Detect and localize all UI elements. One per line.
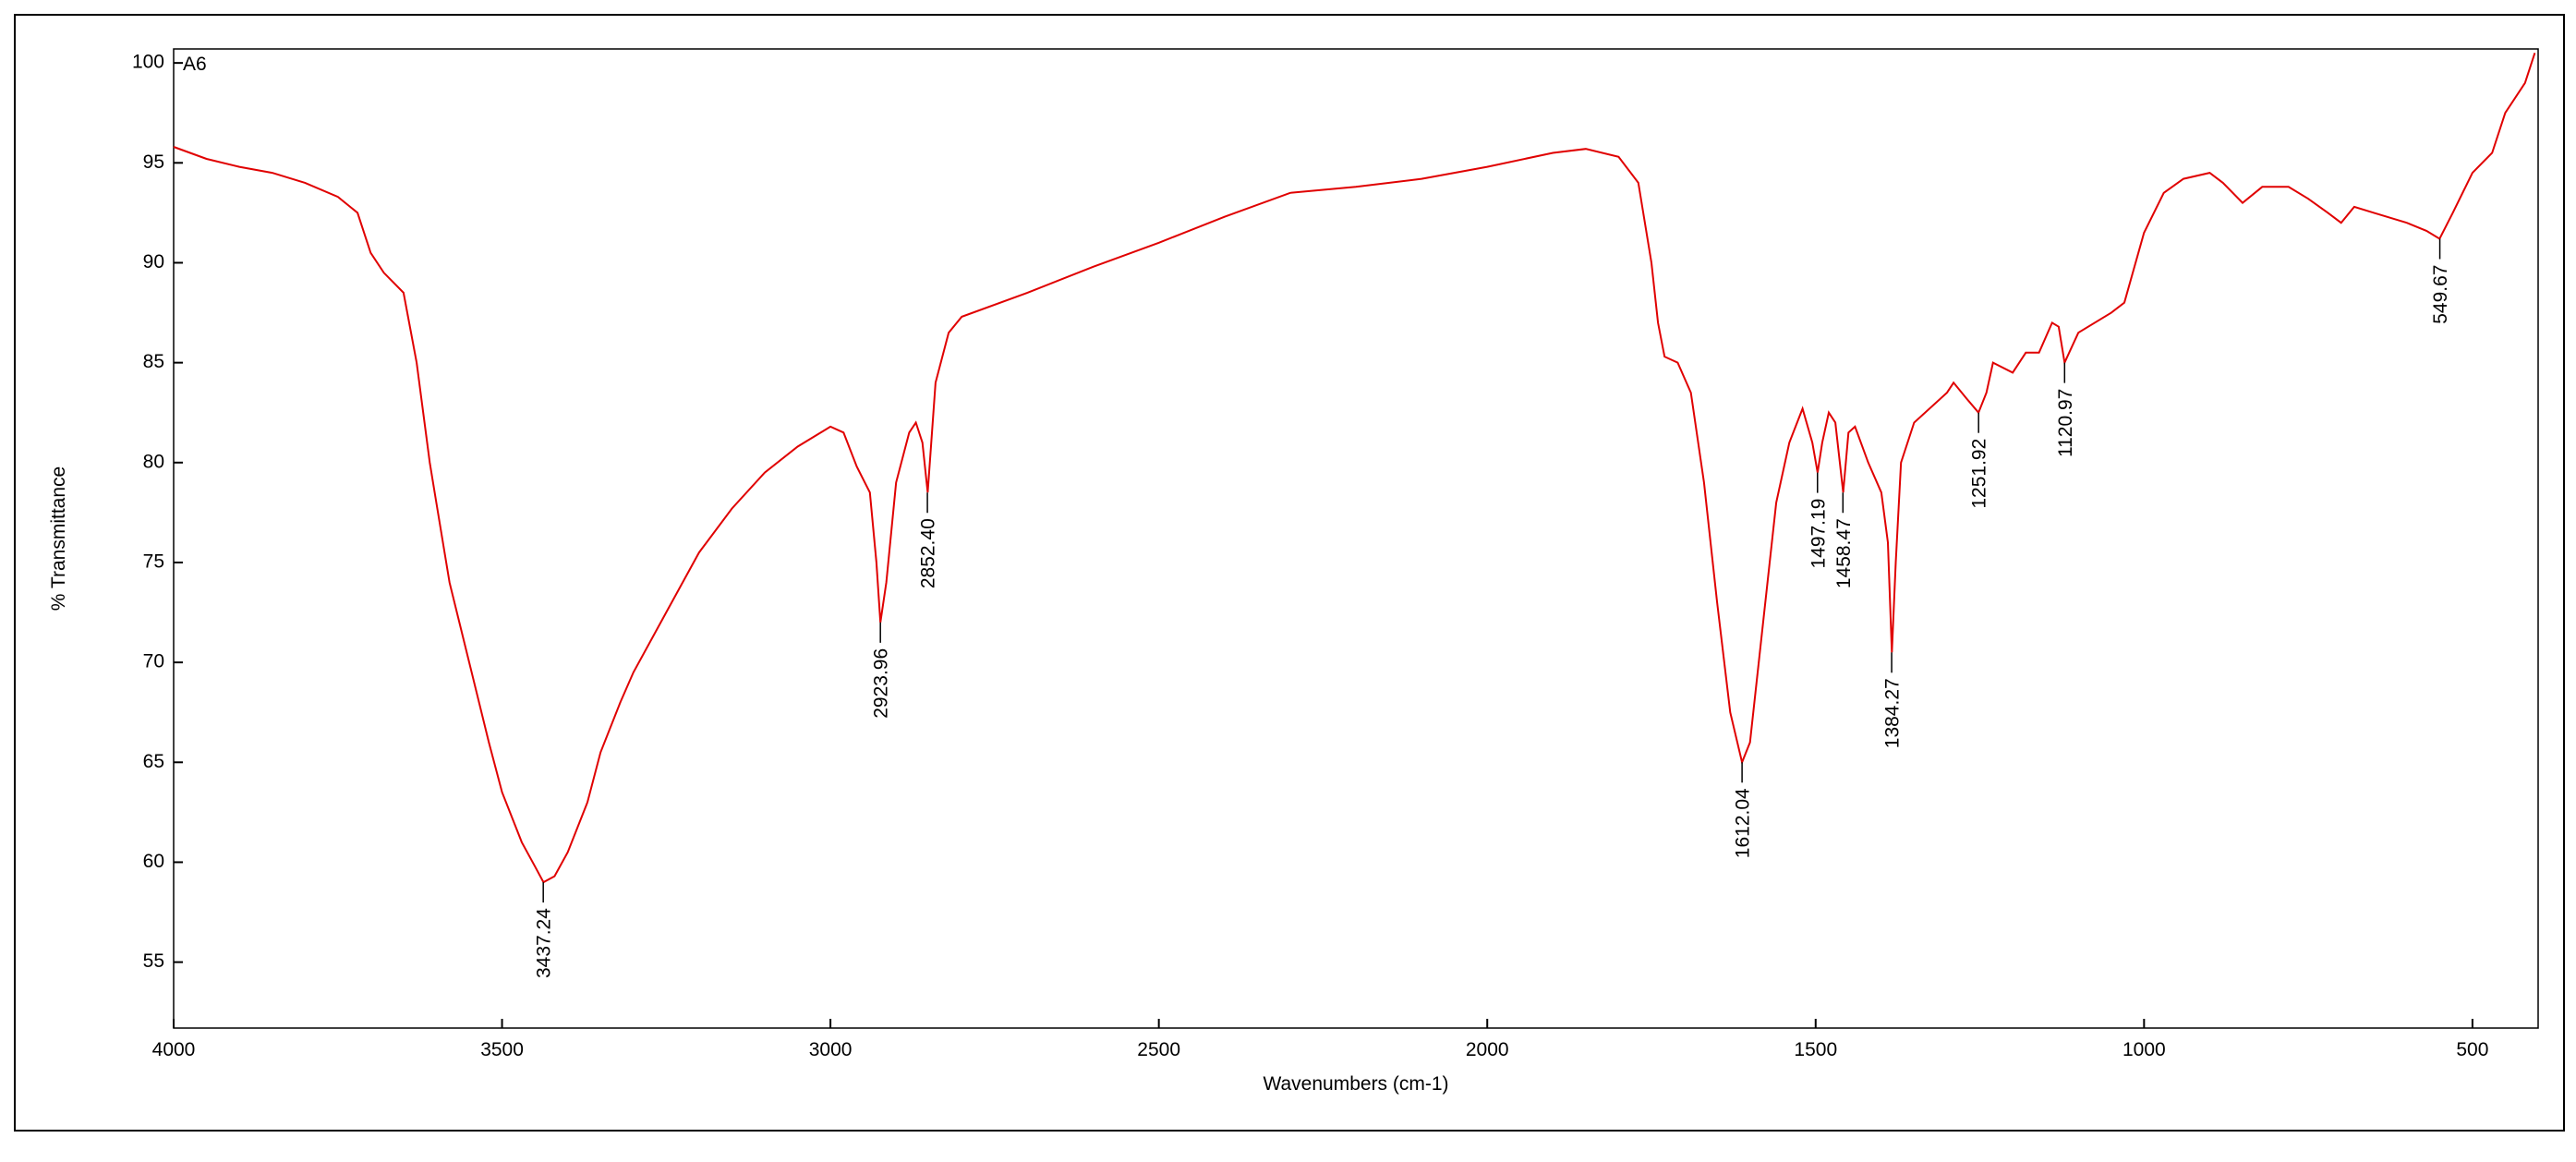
peak-label: 1384.27 [1882, 678, 1904, 748]
x-tick-label: 2500 [1137, 1039, 1180, 1060]
y-tick-label: 95 [143, 151, 164, 173]
frame [14, 14, 2565, 1132]
x-tick-label: 3000 [809, 1039, 853, 1060]
x-tick-label: 2000 [1466, 1039, 1509, 1060]
peak-label: 1612.04 [1733, 788, 1754, 858]
y-tick-label: 100 [132, 52, 164, 73]
y-axis-label: % Transmittance [48, 466, 69, 611]
peak-label: 2852.40 [918, 518, 939, 588]
plot-area [173, 48, 2539, 1029]
y-tick-label: 65 [143, 751, 164, 772]
x-tick-label: 1000 [2122, 1039, 2166, 1060]
y-tick-label: 80 [143, 451, 164, 472]
spectrum-line [173, 52, 2536, 884]
x-tick-label: 3500 [480, 1039, 524, 1060]
peak-label: 549.67 [2430, 265, 2451, 324]
peak-label: 3437.24 [534, 908, 555, 978]
x-axis-label: Wavenumbers (cm-1) [1263, 1073, 1448, 1095]
series-label: A6 [183, 54, 207, 75]
x-tick-label: 4000 [152, 1039, 196, 1060]
x-tick-label: 500 [2456, 1039, 2488, 1060]
y-tick-label: 90 [143, 251, 164, 272]
y-tick-label: 60 [143, 851, 164, 872]
peak-label: 1251.92 [1969, 439, 1990, 509]
y-tick-label: 70 [143, 651, 164, 672]
y-tick-label: 85 [143, 351, 164, 372]
peak-label: 1497.19 [1808, 499, 1829, 569]
x-tick-label: 1500 [1794, 1039, 1837, 1060]
y-tick-label: 55 [143, 950, 164, 972]
y-tick-label: 75 [143, 551, 164, 573]
peak-label: 1458.47 [1833, 518, 1855, 588]
peak-label: 2923.96 [871, 648, 892, 719]
peak-label: 1120.97 [2055, 389, 2076, 457]
